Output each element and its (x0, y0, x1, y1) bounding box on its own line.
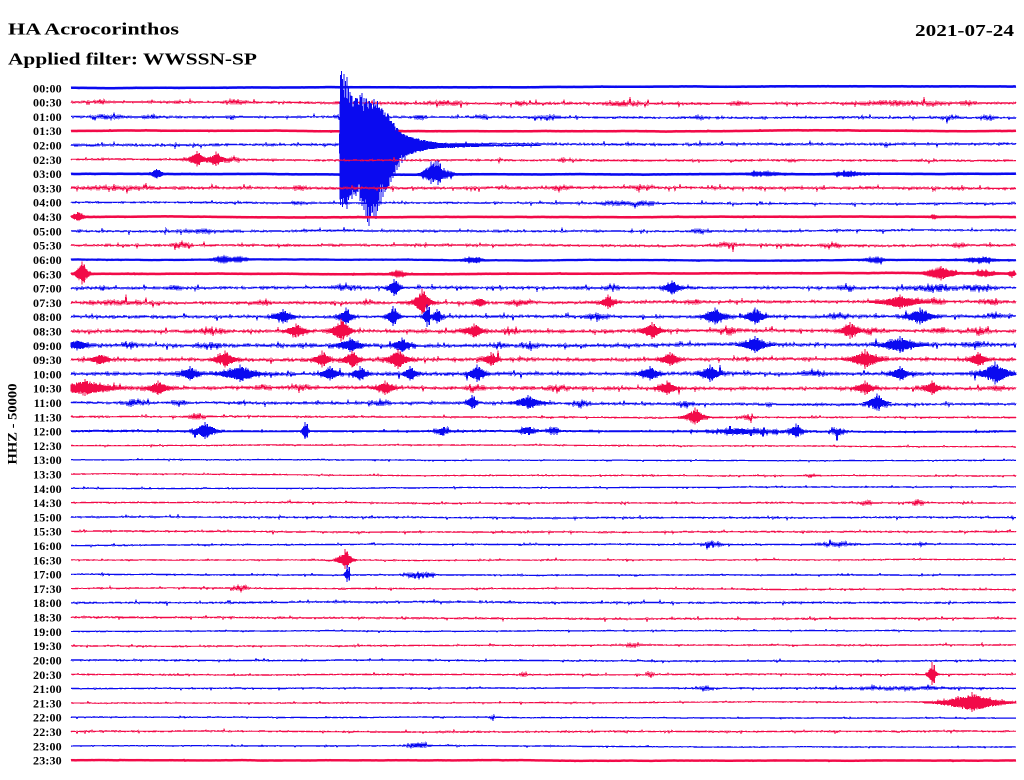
svg-text:14:00: 14:00 (33, 482, 62, 496)
svg-text:Applied filter: WWSSN-SP: Applied filter: WWSSN-SP (8, 50, 257, 69)
svg-text:08:30: 08:30 (33, 325, 62, 339)
svg-text:HA Acrocorinthos: HA Acrocorinthos (8, 20, 180, 39)
svg-text:00:00: 00:00 (33, 81, 62, 95)
svg-text:07:00: 07:00 (33, 282, 62, 296)
svg-text:13:00: 13:00 (33, 453, 62, 467)
svg-text:19:30: 19:30 (33, 639, 62, 653)
svg-text:06:30: 06:30 (33, 267, 62, 281)
svg-text:16:00: 16:00 (33, 539, 62, 553)
svg-text:17:00: 17:00 (33, 568, 62, 582)
svg-text:00:30: 00:30 (33, 96, 62, 110)
svg-text:09:00: 09:00 (33, 339, 62, 353)
svg-text:18:00: 18:00 (33, 596, 62, 610)
svg-text:05:30: 05:30 (33, 239, 62, 253)
svg-text:02:30: 02:30 (33, 153, 62, 167)
svg-text:20:00: 20:00 (33, 654, 62, 668)
svg-text:11:30: 11:30 (34, 410, 62, 424)
svg-text:10:30: 10:30 (33, 382, 62, 396)
svg-text:05:00: 05:00 (33, 224, 62, 238)
svg-text:04:30: 04:30 (33, 210, 62, 224)
svg-text:10:00: 10:00 (33, 367, 62, 381)
svg-text:14:30: 14:30 (33, 496, 62, 510)
svg-text:04:00: 04:00 (33, 196, 62, 210)
svg-text:09:30: 09:30 (33, 353, 62, 367)
svg-text:21:00: 21:00 (33, 682, 62, 696)
svg-text:19:00: 19:00 (33, 625, 62, 639)
svg-text:03:00: 03:00 (33, 167, 62, 181)
svg-text:02:00: 02:00 (33, 139, 62, 153)
svg-text:06:00: 06:00 (33, 253, 62, 267)
svg-text:20:30: 20:30 (33, 668, 62, 682)
svg-text:01:00: 01:00 (33, 110, 62, 124)
svg-text:07:30: 07:30 (33, 296, 62, 310)
svg-text:21:30: 21:30 (33, 696, 62, 710)
svg-text:12:30: 12:30 (33, 439, 62, 453)
svg-text:11:00: 11:00 (34, 396, 62, 410)
svg-text:12:00: 12:00 (33, 425, 62, 439)
svg-text:23:00: 23:00 (33, 739, 62, 753)
svg-text:16:30: 16:30 (33, 553, 62, 567)
svg-text:08:00: 08:00 (33, 310, 62, 324)
svg-text:18:30: 18:30 (33, 611, 62, 625)
svg-text:13:30: 13:30 (33, 468, 62, 482)
svg-text:23:30: 23:30 (33, 754, 62, 768)
svg-text:17:30: 17:30 (33, 582, 62, 596)
svg-text:2021-07-24: 2021-07-24 (915, 21, 1014, 40)
svg-text:15:00: 15:00 (33, 510, 62, 524)
svg-text:15:30: 15:30 (33, 525, 62, 539)
svg-text:03:30: 03:30 (33, 181, 62, 195)
svg-text:01:30: 01:30 (33, 124, 62, 138)
svg-text:22:00: 22:00 (33, 711, 62, 725)
svg-text:HHZ - 50000: HHZ - 50000 (5, 384, 19, 465)
svg-text:22:30: 22:30 (33, 725, 62, 739)
